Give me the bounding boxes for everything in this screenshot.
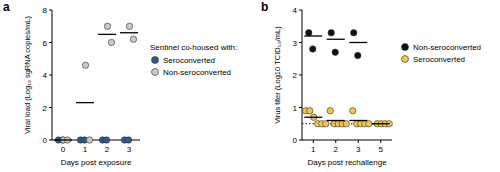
point <box>327 108 333 114</box>
x-tick <box>335 140 336 143</box>
y-tick-label: 4 <box>43 71 48 80</box>
mean-line <box>349 42 367 43</box>
legend-label: Non-seroconverted <box>413 43 481 52</box>
y-tick-label: 1 <box>293 104 298 113</box>
y-tick <box>299 10 302 11</box>
x-tick-label: 0 <box>61 145 66 154</box>
panel: a 0 2 4 6 8 0 1 2 3 Days post exposure Viral load (… <box>3 0 237 167</box>
mean-line <box>372 123 390 124</box>
point <box>366 121 372 127</box>
point <box>130 36 136 42</box>
point <box>126 23 132 29</box>
point <box>306 30 312 36</box>
y-tick-label: 2 <box>43 104 48 113</box>
legend-label: Non-seroconverted <box>163 68 231 77</box>
point <box>328 30 334 36</box>
point <box>82 62 88 68</box>
y-tick-label: 0 <box>293 136 298 145</box>
y-tick-label: 0 <box>43 136 48 145</box>
y-axis-title: Viral load (Log₁₀ sgRNA copies/mL) <box>23 15 32 134</box>
y-tick <box>49 140 52 141</box>
x-tick-label: 2 <box>334 145 339 154</box>
mean-line <box>120 32 138 33</box>
legend-label: Seroconverted <box>413 55 465 64</box>
x-tick-label: 1 <box>311 145 316 154</box>
y-tick-label: 2 <box>293 71 298 80</box>
y-tick <box>299 140 302 141</box>
y-tick-label: 8 <box>43 6 48 15</box>
marks <box>302 30 392 127</box>
y-tick-label: 6 <box>43 39 48 48</box>
marks <box>54 23 138 143</box>
legend-marker <box>152 69 159 76</box>
x-axis <box>302 140 392 141</box>
x-tick-label: 2 <box>105 145 110 154</box>
y-tick <box>49 10 52 11</box>
legend-marker <box>152 57 159 64</box>
point <box>323 121 329 127</box>
mean-line <box>327 120 345 121</box>
legend-title: Sentinel co-housed with: <box>150 43 237 52</box>
panel: b 0 1 2 3 4 1 2 3 5 Days post rechallenge Virus tit… <box>261 0 481 167</box>
y-tick-label: 3 <box>293 39 298 48</box>
x-axis-title: Days post exposure <box>61 158 132 167</box>
figure: a 0 2 4 6 8 0 1 2 3 Days post exposure Viral load (… <box>0 0 500 172</box>
point <box>86 137 92 143</box>
legend-label: Seroconverted <box>163 56 215 65</box>
x-tick-label: 3 <box>127 145 132 154</box>
x-tick <box>313 140 314 143</box>
point <box>343 121 349 127</box>
x-axis-title: Days post rechallenge <box>307 158 387 167</box>
legend-marker <box>402 44 409 51</box>
x-tick <box>380 140 381 143</box>
mean-line <box>349 120 367 121</box>
y-tick <box>299 107 302 108</box>
point <box>103 137 109 143</box>
mean-line <box>304 117 322 118</box>
y-tick <box>299 42 302 43</box>
y-tick <box>49 107 52 108</box>
point <box>307 108 313 114</box>
x-tick-label: 5 <box>379 145 384 154</box>
x-tick-label: 1 <box>83 145 88 154</box>
legend-marker <box>402 56 409 63</box>
y-tick <box>299 75 302 76</box>
mean-line <box>54 139 72 140</box>
point <box>355 52 361 58</box>
mean-line <box>76 102 94 103</box>
point <box>104 23 110 29</box>
y-axis-title: Virus titer (Log10 TCID₅₀/mL) <box>273 26 282 124</box>
y-tick <box>49 42 52 43</box>
point <box>125 137 131 143</box>
point <box>108 39 114 45</box>
point <box>351 30 357 36</box>
point <box>332 49 338 55</box>
panel-label: a <box>3 0 10 14</box>
x-tick-label: 3 <box>356 145 361 154</box>
y-tick-label: 4 <box>293 6 298 15</box>
mean-line <box>98 34 116 35</box>
point <box>350 108 356 114</box>
y-tick <box>49 75 52 76</box>
mean-line <box>304 35 322 36</box>
panel-label: b <box>261 0 268 14</box>
mean-line <box>327 39 345 40</box>
point <box>310 46 316 52</box>
x-tick <box>358 140 359 143</box>
